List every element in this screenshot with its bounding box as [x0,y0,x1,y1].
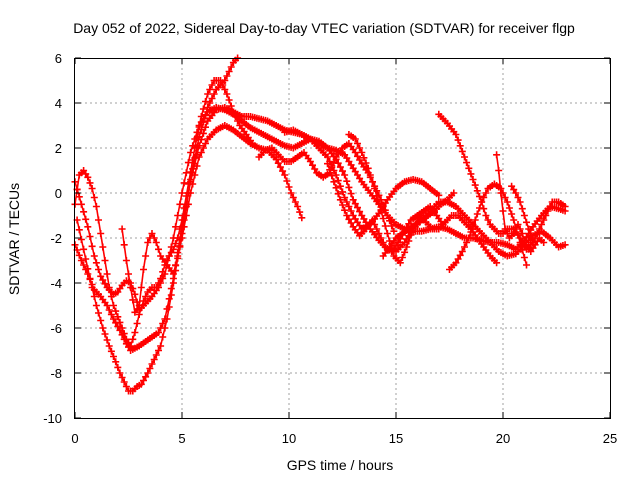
y-tick-label: -6 [50,321,62,336]
data-point-markers [71,104,569,314]
plot-frame [74,58,611,419]
y-tick-label: 4 [55,96,62,111]
y-tick-label: -10 [43,411,62,426]
chart-title: Day 052 of 2022, Sidereal Day-to-day VTE… [73,20,575,36]
data-point-markers [379,189,458,260]
series-line [121,124,303,315]
series-line [74,79,254,348]
series-line [74,106,566,312]
y-axis-title: SDTVAR / TECUs [6,183,22,295]
y-tick-label: -2 [50,231,62,246]
x-axis-title: GPS time / hours [287,457,394,473]
data-series-track [379,189,458,260]
data-series-track [493,151,548,255]
y-tick-label: 0 [55,186,62,201]
data-point-markers [508,182,537,246]
data-point-markers [345,131,501,267]
y-tick-label: 2 [55,141,62,156]
x-tick-label: 5 [178,431,185,446]
series-line [348,133,498,265]
data-series-track [345,131,501,267]
axis-ticks: 0 5 10 15 20 25 -10 -8 -6 -4 -2 0 2 4 6 [43,51,617,446]
x-tick-label: 25 [603,431,617,446]
x-tick-label: 20 [496,431,510,446]
x-tick-label: 0 [71,431,78,446]
data-series-track [71,104,569,314]
y-tick-label: -4 [50,276,62,291]
data-point-markers [493,151,548,255]
x-tick-label: 15 [389,431,403,446]
data-series [71,54,569,395]
data-series-track [281,126,443,233]
data-series-track [446,180,530,273]
y-tick-label: -8 [50,366,62,381]
x-tick-label: 10 [282,431,296,446]
y-tick-label: 6 [55,51,62,66]
data-series-track [508,182,537,246]
